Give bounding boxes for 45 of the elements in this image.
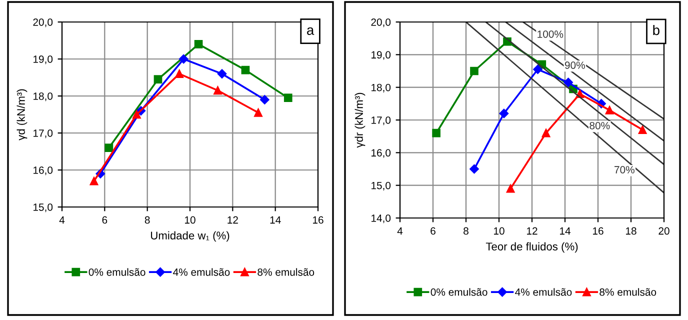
annotation: 90% xyxy=(564,62,585,69)
y-tick-label: 16,0 xyxy=(371,149,391,158)
annotation: a xyxy=(307,27,314,35)
annotation: b xyxy=(653,24,660,36)
y-axis-title: γdr (kN/m³) xyxy=(354,92,366,148)
legend-label: 0% emulsão xyxy=(88,268,146,276)
x-tick-label: 6 xyxy=(102,216,108,224)
y-tick-label: 15,0 xyxy=(371,182,391,190)
y-tick-label: 14,0 xyxy=(371,214,391,224)
y-tick-label: 20,0 xyxy=(33,18,53,28)
x-tick-label: 8 xyxy=(464,227,468,235)
annotation: 100% xyxy=(538,30,564,38)
y-tick-label: 18,0 xyxy=(33,92,53,102)
x-tick-label: 18 xyxy=(626,227,636,235)
x-tick-label: 10 xyxy=(494,227,504,235)
x-tick-label: 4 xyxy=(397,227,403,235)
y-tick-label: 19,0 xyxy=(33,56,53,64)
x-tick-label: 16 xyxy=(313,216,324,224)
x-tick-label: 20 xyxy=(658,227,670,235)
x-tick-label: 10 xyxy=(185,216,196,224)
y-tick-label: 20,0 xyxy=(371,18,391,28)
y-tick-label: 15,0 xyxy=(33,204,53,212)
x-tick-label: 16 xyxy=(593,227,604,235)
x-tick-label: 14 xyxy=(270,216,281,224)
y-axis-title: γd (kN/m³) xyxy=(16,89,28,140)
annotation: 70% xyxy=(614,166,634,174)
x-tick-label: 6 xyxy=(430,227,436,235)
y-tick-label: 19,0 xyxy=(371,51,391,60)
legend-label: 4% emulsão xyxy=(515,288,572,296)
legend-label: 4% emulsão xyxy=(173,268,230,276)
x-tick-label: 4 xyxy=(59,216,65,224)
y-tick-label: 17,0 xyxy=(371,116,391,126)
y-tick-label: 18,0 xyxy=(371,84,391,92)
x-axis-title: Teor de fluidos (%) xyxy=(486,242,578,253)
legend-label: 8% emulsão xyxy=(258,268,314,276)
annotation: 80% xyxy=(590,122,610,130)
x-axis-title: Umidade w₁ (%) xyxy=(151,231,230,242)
legend-label: 8% emulsão xyxy=(600,288,656,296)
y-tick-label: 16,0 xyxy=(33,166,53,176)
x-tick-label: 12 xyxy=(527,227,538,235)
legend-label: 0% emulsão xyxy=(430,288,488,296)
y-tick-label: 17,0 xyxy=(33,130,53,138)
x-tick-label: 14 xyxy=(560,227,570,235)
x-tick-label: 8 xyxy=(144,216,150,224)
x-tick-label: 12 xyxy=(228,216,238,224)
